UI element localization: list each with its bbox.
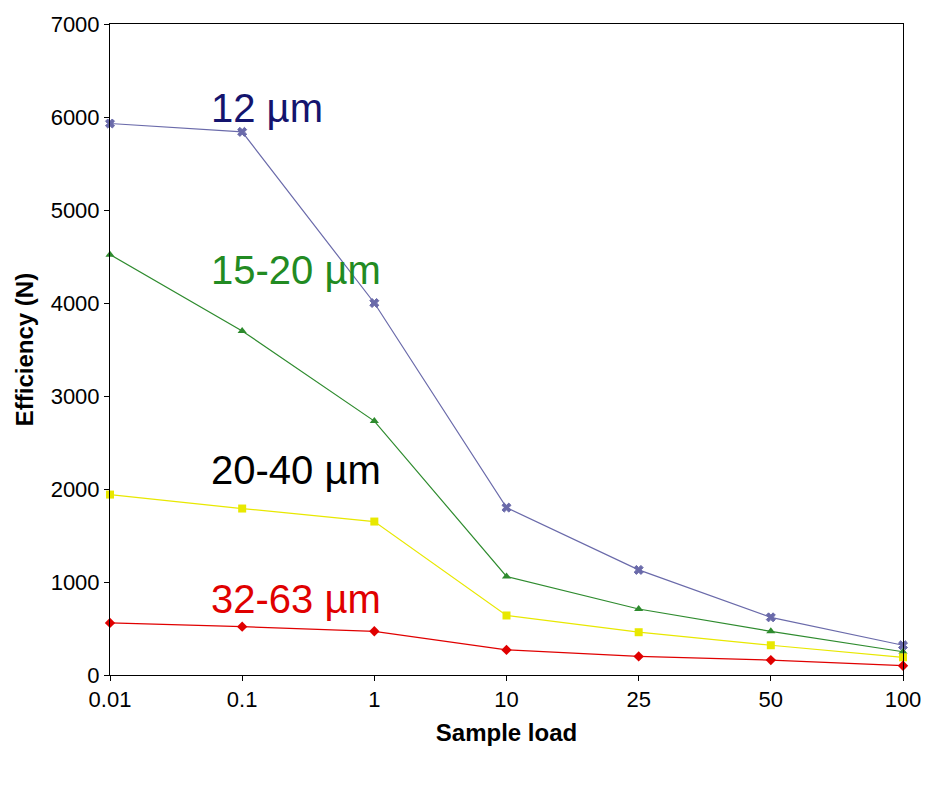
- svg-text:100: 100: [885, 687, 922, 712]
- svg-text:5000: 5000: [51, 198, 100, 223]
- svg-text:32-63 µm: 32-63 µm: [211, 577, 381, 621]
- svg-text:50: 50: [759, 687, 783, 712]
- svg-text:0.1: 0.1: [227, 687, 258, 712]
- svg-text:2000: 2000: [51, 477, 100, 502]
- svg-text:1000: 1000: [51, 570, 100, 595]
- svg-text:15-20 µm: 15-20 µm: [211, 248, 381, 292]
- svg-text:3000: 3000: [51, 384, 100, 409]
- svg-text:1: 1: [368, 687, 380, 712]
- svg-text:Sample load: Sample load: [436, 719, 577, 746]
- svg-text:25: 25: [626, 687, 650, 712]
- svg-text:12 µm: 12 µm: [211, 86, 323, 130]
- svg-text:0.01: 0.01: [89, 687, 132, 712]
- svg-text:Efficiency (N): Efficiency (N): [11, 273, 38, 426]
- svg-text:20-40 µm: 20-40 µm: [211, 448, 381, 492]
- svg-text:0: 0: [87, 663, 99, 688]
- svg-text:4000: 4000: [51, 291, 100, 316]
- svg-text:10: 10: [494, 687, 518, 712]
- svg-text:7000: 7000: [51, 12, 100, 37]
- svg-text:6000: 6000: [51, 105, 100, 130]
